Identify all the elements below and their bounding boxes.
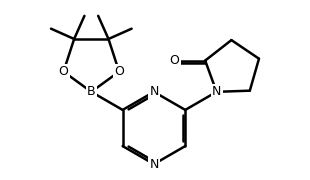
Text: B: B bbox=[87, 85, 95, 98]
Text: O: O bbox=[59, 65, 69, 78]
Text: N: N bbox=[212, 85, 221, 98]
Text: N: N bbox=[149, 158, 159, 171]
Text: O: O bbox=[170, 54, 179, 67]
Text: N: N bbox=[149, 85, 159, 98]
Text: O: O bbox=[114, 65, 124, 78]
